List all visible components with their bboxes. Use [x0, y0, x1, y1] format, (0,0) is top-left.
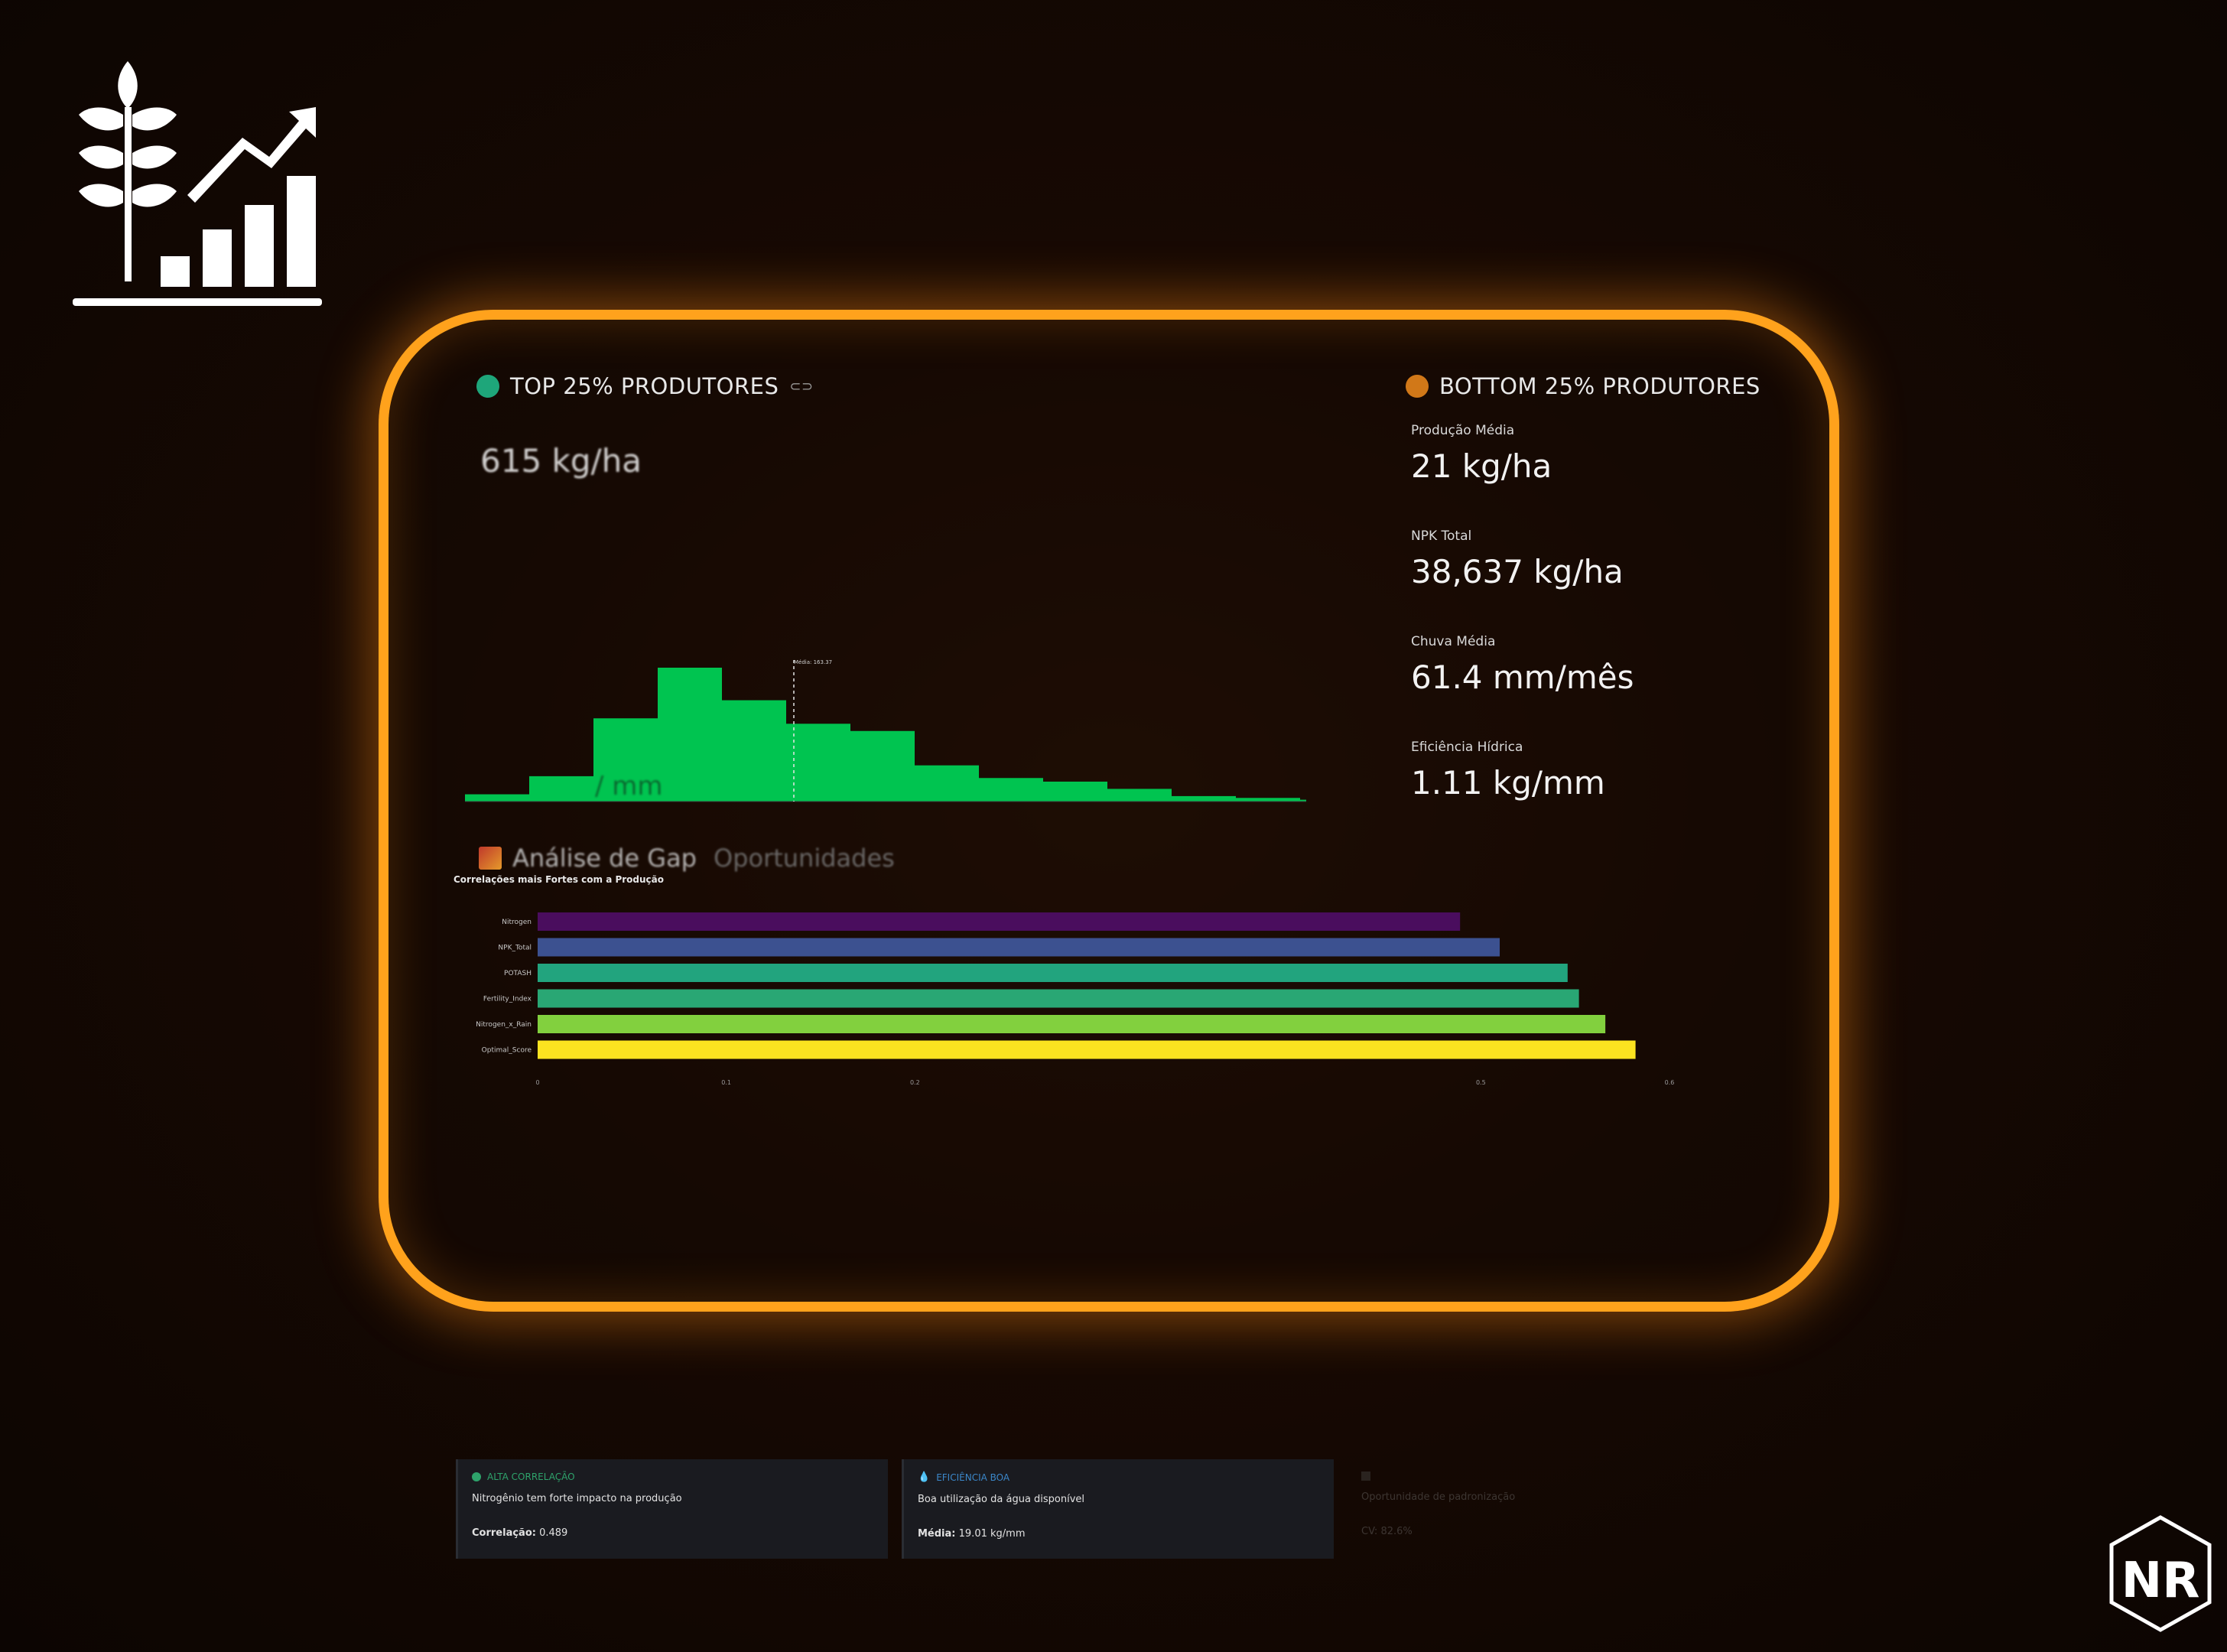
- histogram-bin: [593, 718, 658, 802]
- correlation-category-label: Nitrogen_x_Rain: [476, 1021, 532, 1029]
- correlation-category-label: Fertility_Index: [483, 996, 532, 1003]
- dashboard-frame: TOP 25% PRODUTORES ⊂⊃ 615 kg/ha BOTTOM 2…: [379, 310, 1839, 1559]
- histogram-bin: [722, 700, 786, 802]
- correlation-bar: [538, 938, 1500, 957]
- metric-label: Eficiência Hídrica: [1411, 740, 1523, 755]
- svg-text:NR: NR: [2121, 1553, 2200, 1609]
- status-dot-icon: [472, 1472, 481, 1481]
- top-producers-value: 615 kg/ha: [480, 442, 642, 480]
- metric-label: Produção Média: [1411, 423, 1515, 438]
- card-header: [1361, 1472, 1766, 1481]
- card-footer: Média: 19.01 kg/mm: [918, 1528, 1320, 1540]
- metric-npk: NPK Total 38,637 kg/ha: [1411, 528, 1634, 634]
- insight-card-variability: Oportunidade de padronização CV: 82.6%: [1348, 1459, 1780, 1559]
- mean-label: Média: 163.37: [794, 659, 832, 665]
- x-tick-label: 0.6: [1665, 1079, 1675, 1086]
- metric-production: Produção Média 21 kg/ha: [1411, 423, 1634, 528]
- metric-label: Chuva Média: [1411, 634, 1496, 649]
- x-tick-label: 0.5: [1476, 1079, 1486, 1086]
- opportunities-title: Oportunidades: [713, 844, 895, 873]
- correlation-bar: [538, 989, 1579, 1008]
- x-tick-label: 0: [535, 1079, 539, 1086]
- bottom-metrics: Produção Média 21 kg/ha NPK Total 38,637…: [1411, 423, 1634, 845]
- insight-card-correlation: ALTA CORRELAÇÃO Nitrogênio tem forte imp…: [456, 1459, 888, 1559]
- correlation-bar: [538, 1040, 1636, 1059]
- card-description: Oportunidade de padronização: [1361, 1491, 1516, 1503]
- top-producers-title: TOP 25% PRODUTORES: [510, 373, 779, 399]
- metric-value: 38,637 kg/ha: [1411, 553, 1624, 590]
- top-producers-header: TOP 25% PRODUTORES ⊂⊃: [476, 373, 814, 399]
- card-description: Nitrogênio tem forte impacto na produção: [472, 1493, 682, 1504]
- metric-rain: Chuva Média 61.4 mm/mês: [1411, 634, 1634, 740]
- correlation-bar: [538, 912, 1461, 931]
- card-foot-label: CV:: [1361, 1526, 1378, 1537]
- histogram-bin: [1236, 798, 1300, 802]
- histogram-overlay-text: / mm: [595, 771, 663, 802]
- card-footer: Correlação: 0.489: [472, 1527, 874, 1539]
- metric-label: NPK Total: [1411, 528, 1472, 544]
- histogram-bin: [658, 668, 722, 802]
- histogram-bin: [850, 730, 915, 802]
- metric-value: 1.11 kg/mm: [1411, 764, 1605, 802]
- correlation-bar: [538, 964, 1568, 982]
- status-icon: [1361, 1472, 1370, 1481]
- card-foot-value: 0.489: [539, 1527, 568, 1539]
- link-icon[interactable]: ⊂⊃: [789, 378, 814, 395]
- correlation-bar-chart: Nitrogen NPK_Total POTASH Fertility_Index Ni…: [476, 912, 1675, 1086]
- insight-card-efficiency: 💧 EFICIÊNCIA BOA Boa utilização da água …: [902, 1459, 1334, 1559]
- correlation-chart-title: Correlações mais Fortes com a Produção: [454, 874, 665, 885]
- metric-value: 61.4 mm/mês: [1411, 659, 1634, 696]
- x-tick-label: 0.2: [910, 1079, 920, 1086]
- card-header: 💧 EFICIÊNCIA BOA: [918, 1472, 1320, 1483]
- chart-emoji-icon: [479, 847, 502, 870]
- card-description: Boa utilização da água disponível: [918, 1494, 1085, 1505]
- card-foot-value: 19.01 kg/mm: [958, 1528, 1026, 1540]
- metric-value: 21 kg/ha: [1411, 447, 1552, 485]
- wheat-growth-logo-icon: [73, 61, 322, 306]
- card-foot-label: Correlação:: [472, 1527, 536, 1539]
- nr-brand-logo-icon: NR: [2109, 1515, 2212, 1632]
- correlation-category-label: Nitrogen: [502, 919, 532, 926]
- histogram-bin: [979, 778, 1043, 802]
- gap-analysis-heading: Análise de Gap Oportunidades: [479, 844, 895, 873]
- histogram-bin: [1107, 789, 1172, 802]
- histogram-bin: [465, 794, 529, 802]
- histogram-bin: [1043, 781, 1107, 802]
- card-head-label: ALTA CORRELAÇÃO: [487, 1472, 575, 1482]
- correlation-category-label: Optimal_Score: [482, 1047, 532, 1055]
- bottom-producers-dot-icon: [1406, 375, 1429, 398]
- card-head-label: EFICIÊNCIA BOA: [936, 1472, 1010, 1483]
- bottom-producers-header: BOTTOM 25% PRODUTORES: [1406, 373, 1760, 399]
- x-tick-label: 0.1: [721, 1079, 731, 1086]
- histogram-bin: [786, 724, 850, 802]
- correlation-category-label: NPK_Total: [498, 945, 532, 952]
- metric-water-efficiency: Eficiência Hídrica 1.11 kg/mm: [1411, 740, 1634, 845]
- card-footer: CV: 82.6%: [1361, 1526, 1766, 1537]
- histogram-bin: [1300, 799, 1306, 802]
- histogram-bin: [1172, 795, 1236, 802]
- gap-analysis-title: Análise de Gap: [512, 844, 697, 873]
- top-producers-dot-icon: [476, 375, 499, 398]
- production-histogram: Média: 163.37: [465, 659, 1306, 802]
- histogram-bin: [915, 765, 979, 802]
- histogram-bin: [529, 776, 593, 802]
- card-header: ALTA CORRELAÇÃO: [472, 1472, 874, 1482]
- correlation-bar: [538, 1015, 1606, 1033]
- card-foot-value: 82.6%: [1380, 1526, 1413, 1537]
- card-foot-label: Média:: [918, 1528, 956, 1540]
- correlation-category-label: POTASH: [504, 970, 532, 977]
- water-drop-icon: 💧: [918, 1472, 931, 1483]
- bottom-producers-title: BOTTOM 25% PRODUTORES: [1439, 373, 1760, 399]
